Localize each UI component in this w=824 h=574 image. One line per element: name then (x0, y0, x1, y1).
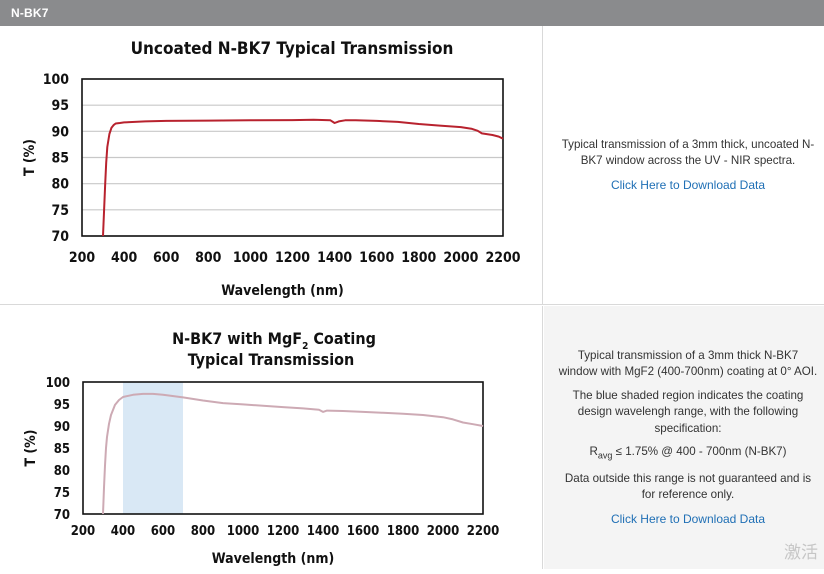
chart-title: N-BK7 with MgF2 Coating (172, 329, 376, 352)
chart-title: Uncoated N-BK7 Typical Transmission (131, 39, 454, 59)
chart-row-mgf2: N-BK7 with MgF2 Coating Typical Transmiss… (0, 306, 824, 569)
x-tick-label: 600 (151, 524, 175, 539)
description-cell: Typical transmission of a 3mm thick, unc… (544, 26, 824, 304)
x-tick-label: 2200 (485, 250, 520, 266)
y-tick-label: 85 (51, 151, 69, 167)
y-tick-label: 70 (51, 229, 69, 245)
x-axis-label: Wavelength (nm) (221, 283, 343, 299)
description-cell: Typical transmission of a 3mm thick N-BK… (544, 306, 824, 569)
y-tick-label: 90 (54, 420, 70, 435)
y-axis-label: T (%) (22, 139, 38, 176)
y-tick-label: 75 (54, 486, 70, 501)
x-tick-label: 400 (111, 524, 135, 539)
x-tick-label: 1600 (359, 250, 394, 266)
x-tick-label: 1000 (233, 250, 268, 266)
y-tick-label: 80 (51, 177, 69, 193)
x-axis-label: Wavelength (nm) (212, 551, 334, 567)
spec-subscript: avg (597, 450, 613, 461)
description-text: Typical transmission of a 3mm thick N-BK… (558, 348, 818, 379)
spec-symbol: R (589, 445, 598, 459)
y-tick-label: 95 (51, 98, 69, 114)
chart-row-uncoated: Uncoated N-BK7 Typical Transmission 70 75 8… (0, 26, 824, 305)
x-tick-label: 1200 (267, 524, 300, 539)
section-title: N-BK7 (11, 6, 49, 20)
x-tick-label: 800 (195, 250, 222, 266)
x-tick-label: 1400 (307, 524, 340, 539)
x-tick-label: 2000 (427, 524, 460, 539)
y-tick-label: 70 (54, 508, 70, 523)
x-tick-label: 200 (69, 250, 96, 266)
coating-spec: Ravg ≤ 1.75% @ 400 - 700nm (N-BK7) (590, 444, 787, 464)
y-tick-label: 100 (46, 376, 70, 391)
y-tick-label: 85 (54, 442, 70, 457)
chart-title-line2: Typical Transmission (188, 350, 355, 369)
x-tick-label: 2000 (443, 250, 478, 266)
series-line (102, 392, 484, 515)
x-tick-label: 1200 (275, 250, 310, 266)
x-tick-label: 1400 (317, 250, 352, 266)
section-header: N-BK7 (0, 0, 824, 26)
x-tick-label: 400 (111, 250, 138, 266)
x-tick-label: 1600 (347, 524, 380, 539)
x-tick-label: 1800 (401, 250, 436, 266)
transmission-chart-uncoated: Uncoated N-BK7 Typical Transmission 70 75 8… (22, 39, 521, 299)
y-tick-label: 100 (43, 72, 70, 88)
x-tick-label: 2200 (467, 524, 500, 539)
series-line (102, 118, 504, 237)
disclaimer-text: Data outside this range is not guarantee… (564, 471, 812, 502)
watermark-text: 激活 (784, 543, 818, 563)
plot-frame (81, 78, 504, 237)
y-tick-label: 75 (51, 203, 69, 219)
chart-cell: Uncoated N-BK7 Typical Transmission 70 75 8… (0, 26, 543, 304)
download-data-link[interactable]: Click Here to Download Data (610, 177, 766, 192)
x-tick-label: 1000 (227, 524, 260, 539)
y-tick-label: 95 (54, 398, 70, 413)
y-axis-label: T (%) (23, 429, 39, 466)
x-tick-label: 1800 (387, 524, 420, 539)
chart-cell: N-BK7 with MgF2 Coating Typical Transmiss… (0, 306, 543, 569)
description-text: The blue shaded region indicates the coa… (572, 388, 804, 435)
y-tick-label: 90 (51, 124, 69, 140)
description-text: Typical transmission of a 3mm thick, unc… (561, 137, 815, 168)
y-tick-label: 80 (54, 464, 70, 479)
x-tick-label: 200 (71, 524, 95, 539)
coating-range-shade (123, 382, 183, 514)
spec-text: ≤ 1.75% @ 400 - 700nm (N-BK7) (612, 445, 787, 459)
x-tick-label: 800 (191, 524, 215, 539)
x-tick-label: 600 (153, 250, 180, 266)
download-data-link[interactable]: Click Here to Download Data (610, 511, 766, 526)
plot-frame (82, 381, 484, 515)
